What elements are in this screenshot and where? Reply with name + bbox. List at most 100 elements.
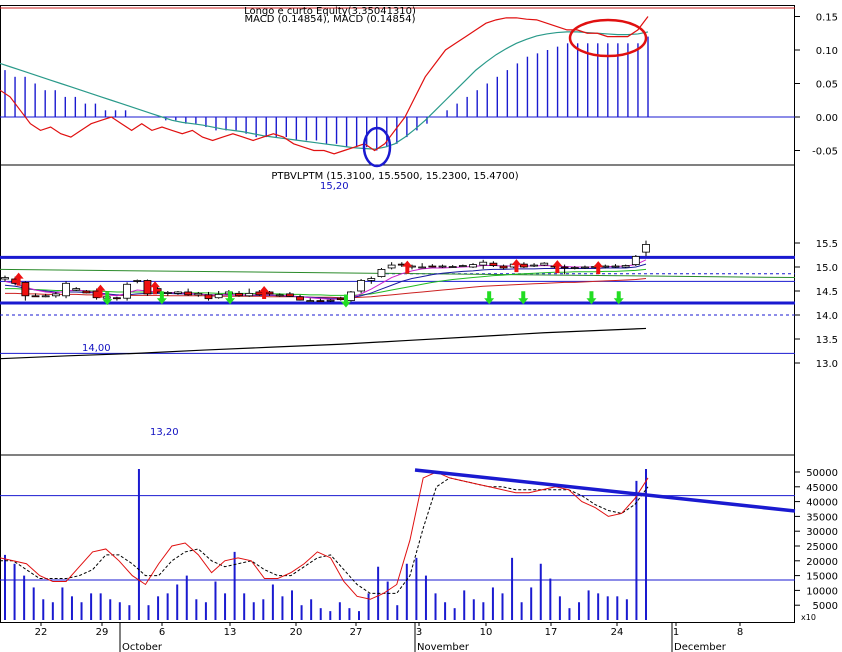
candle-body [489, 262, 498, 266]
sell-arrow [259, 286, 270, 300]
volume-marks [0, 468, 796, 620]
level-label-14-00: 14,00 [82, 343, 111, 354]
macd-signal-line [0, 31, 649, 150]
volume-y-tick-label: 10000 [806, 586, 838, 597]
buy-arrow [340, 294, 351, 308]
macd-y-tick-label: 0.05 [816, 80, 838, 91]
candle-body [367, 278, 376, 281]
macd-line [0, 16, 649, 155]
candle-body [560, 266, 569, 269]
candle-body [347, 291, 355, 301]
candle-body [245, 292, 254, 297]
candle-body [41, 295, 50, 298]
candle-body [377, 268, 386, 277]
level-label-15-20: 15,20 [320, 181, 349, 192]
candle-body [316, 300, 325, 303]
highlight-circle-red [568, 18, 648, 58]
candle-body [448, 266, 457, 268]
price-y-tick-label: 13.0 [816, 359, 838, 370]
price-title: PTBVLPTM (15.3100, 15.5500, 15.2300, 15.… [271, 171, 518, 182]
candle-body [255, 291, 264, 296]
volume-multiplier: x10 [801, 613, 816, 622]
sell-arrow [593, 261, 604, 275]
candle-body [326, 299, 335, 302]
candle-body [428, 265, 437, 268]
moving-average-blue [4, 263, 647, 299]
candle-body [499, 265, 508, 269]
candle-body [469, 264, 477, 268]
price-y-tick-label: 14.0 [816, 311, 838, 322]
volume-y-tick-label: 5000 [813, 601, 838, 612]
candle-body [214, 293, 223, 299]
candle-body [194, 292, 203, 296]
candle-body [611, 265, 620, 268]
chart-frame [0, 5, 795, 623]
candle-body [123, 283, 131, 299]
equity-curve [0, 327, 647, 360]
trend-line [0, 268, 796, 279]
candle-body [631, 256, 640, 266]
volume-y-tick-label: 15000 [806, 572, 838, 583]
buy-arrow [102, 292, 113, 306]
volume-fast-line [0, 471, 649, 600]
axes: 0.15 0.10 0.05 0.00 -0.05 15.5 15.0 14.5 14.0 13.… [35, 13, 838, 652]
macd-marks [0, 16, 795, 155]
macd-subtitle: MACD (0.14854), MACD (0.14854) [245, 14, 416, 25]
candle-body [357, 280, 366, 292]
plot-border [0, 5, 795, 623]
x-tick-label: 17 [545, 627, 558, 638]
price-y-tick-label: 15.0 [816, 263, 838, 274]
candle-body [458, 265, 467, 267]
candle-body [581, 266, 589, 269]
candle-body [336, 297, 345, 301]
macd-y-tick-label: 0.00 [816, 113, 838, 124]
candle-body [31, 295, 40, 298]
volume-y-tick-label: 30000 [806, 527, 838, 538]
x-tick-label: 8 [737, 627, 743, 638]
volume-trend-line [414, 468, 796, 513]
candle-body [82, 290, 91, 294]
candle-body [21, 281, 30, 297]
candle-body [418, 266, 427, 269]
candle-body [1, 277, 9, 280]
x-tick-label: 1 [673, 627, 679, 638]
candle-body [438, 265, 447, 268]
candle-body [204, 294, 213, 300]
month-label: October [122, 642, 163, 652]
sell-arrow [150, 281, 161, 295]
x-tick-label: 29 [96, 627, 109, 638]
candle-body [530, 264, 538, 267]
moving-average-magenta [4, 259, 647, 300]
price-y-tick-label: 15.5 [816, 239, 838, 250]
volume-y-tick-label: 25000 [806, 542, 838, 553]
month-label: November [417, 642, 470, 652]
macd-title: Longo e curto Equity(3.35041310) [244, 6, 416, 17]
candle-body [62, 282, 70, 297]
buy-arrow [484, 291, 495, 305]
volume-y-tick-label: 40000 [806, 498, 838, 509]
x-tick-label: 24 [611, 627, 624, 638]
moving-average-green [5, 268, 647, 296]
level-label-13-20: 13,20 [150, 427, 179, 438]
candle-body [306, 300, 315, 303]
candle-body [235, 292, 243, 297]
candle-body [387, 264, 396, 269]
candle-body [285, 293, 294, 297]
macd-y-tick-label: 0.10 [816, 46, 838, 57]
candle-body [51, 293, 60, 297]
x-tick-label: 13 [224, 627, 237, 638]
price-panel: PTBVLPTM (15.3100, 15.5500, 15.2300, 15.… [0, 171, 796, 438]
price-marks [0, 240, 796, 360]
candle-body [163, 292, 172, 294]
candle-body [72, 288, 81, 291]
volume-y-tick-label: 45000 [806, 483, 838, 494]
sell-arrow [552, 260, 563, 274]
candle-body [133, 280, 142, 282]
candle-body [275, 294, 284, 297]
macd-y-tick-label: -0.05 [812, 147, 838, 158]
candle-body [570, 267, 579, 269]
buy-arrow [225, 291, 236, 305]
candle-body [479, 261, 488, 266]
candle-body [621, 265, 630, 268]
candle-body [143, 280, 152, 295]
